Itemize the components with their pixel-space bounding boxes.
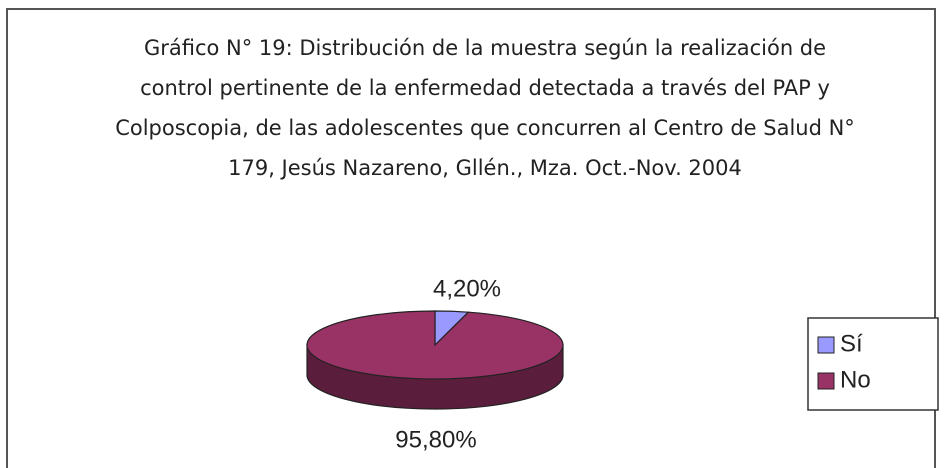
chart-title: Gráfico N° 19: Distribución de la muestr… xyxy=(115,36,855,180)
chart-frame xyxy=(6,8,936,468)
legend-box xyxy=(807,317,939,411)
data-label: 95,80% xyxy=(395,426,476,453)
pie-slice xyxy=(306,310,564,380)
legend-swatch xyxy=(817,336,835,354)
legend-label: Sí xyxy=(840,330,863,357)
data-label: 4,20% xyxy=(433,275,501,302)
legend-swatch xyxy=(817,372,835,390)
legend-label: No xyxy=(840,366,871,393)
